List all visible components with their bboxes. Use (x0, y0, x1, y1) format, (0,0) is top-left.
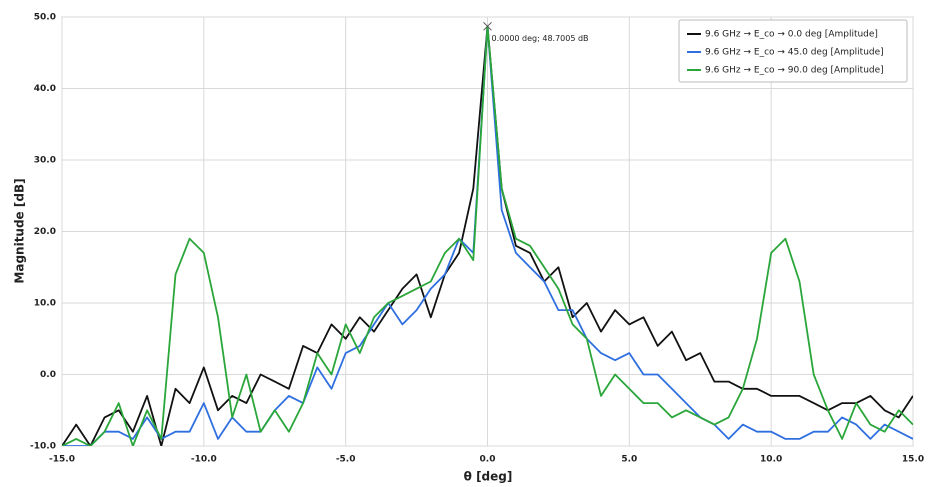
y-tick-label: -10.0 (30, 442, 56, 452)
legend-label: 9.6 GHz → E_co → 45.0 deg [Amplitude] (705, 48, 884, 58)
x-tick-label: -15.0 (49, 455, 75, 465)
x-tick-label: -5.0 (336, 455, 356, 465)
y-tick-label: 10.0 (34, 299, 56, 309)
y-tick-label: 50.0 (34, 13, 56, 23)
y-tick-label: 0.0 (40, 370, 56, 380)
legend-label: 9.6 GHz → E_co → 90.0 deg [Amplitude] (705, 66, 884, 76)
y-tick-label: 40.0 (34, 84, 56, 94)
legend: 9.6 GHz → E_co → 0.0 deg [Amplitude] 9.6 … (678, 19, 908, 83)
annotation: 0.0000 deg; 48.7005 dB (492, 34, 589, 43)
x-tick-label: 0.0 (480, 455, 496, 465)
y-axis-label: Magnitude [dB] (13, 178, 27, 283)
grid (61, 16, 914, 447)
x-tick-label: 15.0 (902, 455, 924, 465)
x-axis-label: θ [deg] (464, 470, 513, 484)
x-tick-label: 5.0 (621, 455, 637, 465)
y-tick-label: 20.0 (34, 227, 56, 237)
x-tick-label: 10.0 (760, 455, 782, 465)
legend-label: 9.6 GHz → E_co → 0.0 deg [Amplitude] (705, 30, 878, 40)
y-tick-label: 30.0 (34, 156, 56, 166)
peak-marker (483, 21, 492, 31)
legend-box (678, 19, 908, 83)
x-tick-label: -10.0 (191, 455, 217, 465)
